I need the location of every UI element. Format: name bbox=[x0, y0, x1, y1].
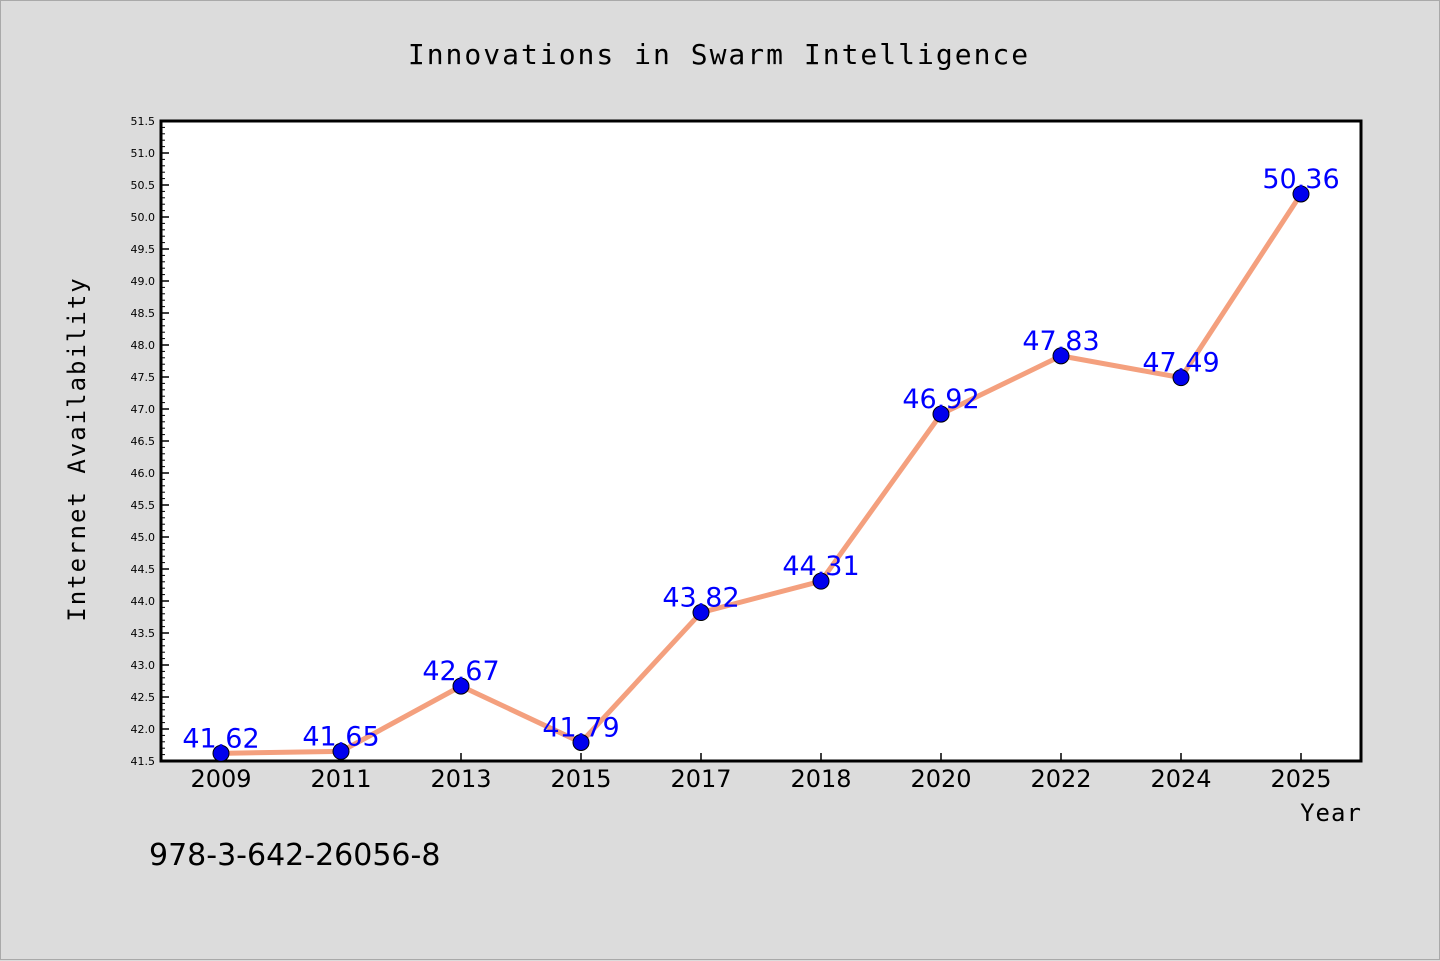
data-label: 46.92 bbox=[902, 384, 979, 415]
x-tick-label: 2009 bbox=[190, 765, 251, 793]
y-tick-label: 47.0 bbox=[131, 403, 156, 416]
y-tick-label: 43.0 bbox=[131, 659, 156, 672]
y-tick-label: 44.5 bbox=[131, 563, 156, 576]
x-tick-label: 2017 bbox=[670, 765, 731, 793]
plot-area bbox=[159, 119, 1363, 763]
x-tick-label: 2025 bbox=[1270, 765, 1331, 793]
y-tick-label: 51.5 bbox=[131, 115, 156, 128]
data-label: 50.36 bbox=[1262, 164, 1339, 195]
y-tick-label: 50.0 bbox=[131, 211, 156, 224]
y-tick-label: 42.5 bbox=[131, 691, 156, 704]
y-tick-label: 48.5 bbox=[131, 307, 156, 320]
y-tick-label: 49.5 bbox=[131, 243, 156, 256]
x-tick-label: 2011 bbox=[310, 765, 371, 793]
data-point bbox=[212, 744, 230, 762]
data-label: 47.49 bbox=[1142, 348, 1219, 379]
data-point bbox=[932, 405, 950, 423]
y-tick-label: 50.5 bbox=[131, 179, 156, 192]
y-tick-label: 43.5 bbox=[131, 627, 156, 640]
data-label: 41.62 bbox=[182, 723, 259, 754]
data-point bbox=[1052, 347, 1070, 365]
data-label: 41.79 bbox=[542, 712, 619, 743]
y-tick-label: 44.0 bbox=[131, 595, 156, 608]
y-axis: 41.5 42.0 42.5 43.0 43.5 44.0 44.5 45.0 45.5 46.0… bbox=[131, 115, 169, 768]
data-point bbox=[452, 677, 470, 695]
data-label: 41.65 bbox=[302, 721, 379, 752]
footer-code: 978-3-642-26056-8 bbox=[149, 838, 440, 873]
data-label: 43.82 bbox=[662, 583, 739, 614]
data-labels: 41.62 41.65 42.67 41.79 43.82 44.31 46.92 47.83… bbox=[182, 164, 1339, 754]
y-tick-label: 42.0 bbox=[131, 723, 156, 736]
y-axis-label: Internet Availability bbox=[63, 276, 91, 621]
chart-title: Innovations in Swarm Intelligence bbox=[408, 38, 1030, 71]
y-tick-label: 45.0 bbox=[131, 531, 156, 544]
y-tick-label: 45.5 bbox=[131, 499, 156, 512]
data-point bbox=[332, 742, 350, 760]
y-tick-label: 47.5 bbox=[131, 371, 156, 384]
data-point bbox=[812, 572, 830, 590]
y-tick-label: 46.0 bbox=[131, 467, 156, 480]
x-tick-label: 2015 bbox=[550, 765, 611, 793]
y-tick-label: 46.5 bbox=[131, 435, 156, 448]
y-tick-label: 41.5 bbox=[131, 755, 156, 768]
x-tick-label: 2024 bbox=[1150, 765, 1211, 793]
series-line bbox=[220, 192, 1304, 756]
x-tick-label: 2020 bbox=[910, 765, 971, 793]
data-label: 44.31 bbox=[782, 551, 859, 582]
y-tick-label: 48.0 bbox=[131, 339, 156, 352]
data-label: 42.67 bbox=[422, 656, 499, 687]
x-tick-label: 2018 bbox=[790, 765, 851, 793]
data-point bbox=[1292, 185, 1310, 203]
data-point bbox=[692, 604, 710, 622]
y-tick-label: 49.0 bbox=[131, 275, 156, 288]
data-point bbox=[1172, 369, 1190, 387]
series-markers bbox=[212, 185, 1310, 762]
x-tick-label: 2013 bbox=[430, 765, 491, 793]
x-tick-label: 2022 bbox=[1030, 765, 1091, 793]
x-axis-label: Year bbox=[1300, 799, 1362, 827]
x-axis: 2009 2011 2013 2015 2017 2018 2020 2022 2024 2025 bbox=[190, 753, 1332, 793]
data-point bbox=[572, 733, 590, 751]
data-label: 47.83 bbox=[1022, 326, 1099, 357]
y-tick-label: 51.0 bbox=[131, 147, 156, 160]
